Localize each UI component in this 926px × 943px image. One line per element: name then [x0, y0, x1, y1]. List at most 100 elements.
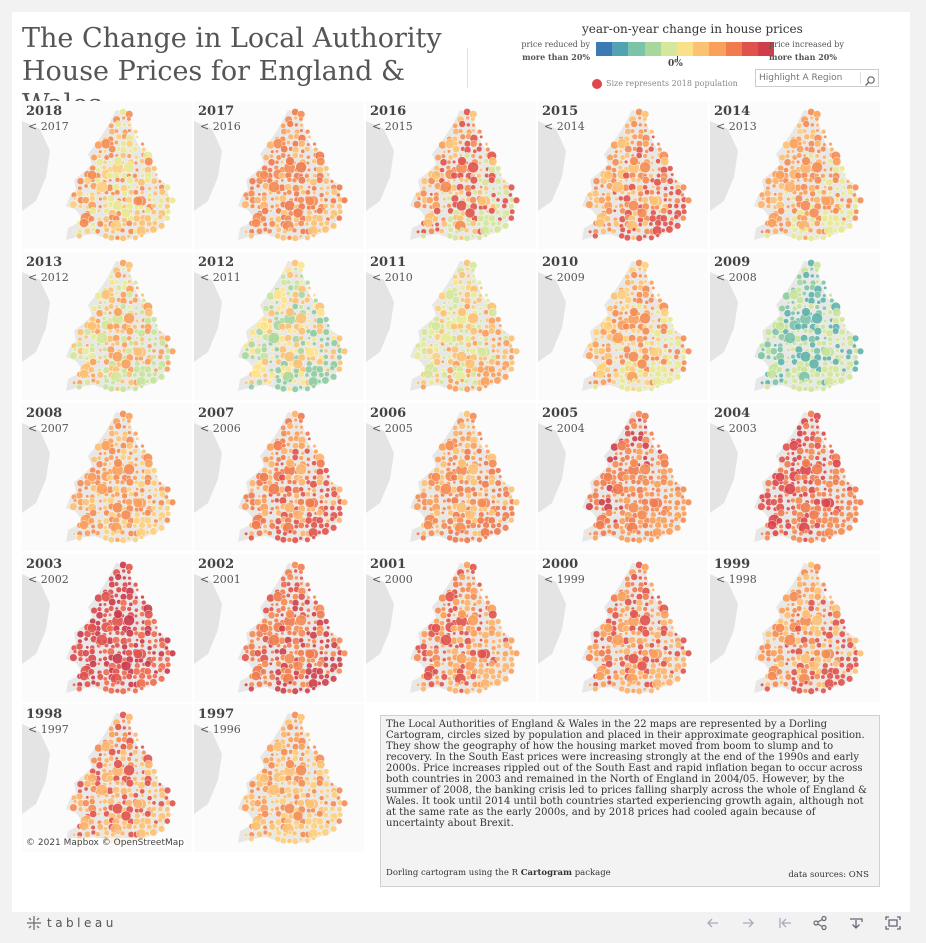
local-authority-circle[interactable] [306, 293, 311, 298]
local-authority-circle[interactable] [643, 123, 648, 128]
local-authority-circle[interactable] [285, 593, 291, 598]
local-authority-circle[interactable] [132, 296, 139, 304]
local-authority-circle[interactable] [665, 225, 674, 234]
local-authority-circle[interactable] [106, 624, 114, 633]
local-authority-circle[interactable] [285, 609, 295, 619]
local-authority-circle[interactable] [476, 598, 483, 606]
local-authority-circle[interactable] [125, 743, 134, 751]
local-authority-circle[interactable] [630, 491, 637, 498]
local-authority-circle[interactable] [297, 327, 306, 336]
local-authority-circle[interactable] [624, 631, 629, 636]
local-authority-circle[interactable] [121, 266, 126, 272]
local-authority-circle[interactable] [297, 743, 306, 751]
local-authority-circle[interactable] [329, 330, 334, 335]
local-authority-circle[interactable] [491, 337, 497, 343]
local-authority-circle[interactable] [466, 273, 471, 279]
local-authority-circle[interactable] [125, 799, 133, 807]
local-authority-circle[interactable] [471, 581, 476, 586]
local-authority-circle[interactable] [102, 383, 109, 391]
local-authority-circle[interactable] [820, 145, 827, 153]
local-authority-circle[interactable] [312, 744, 317, 750]
local-authority-circle[interactable] [420, 630, 429, 638]
local-authority-circle[interactable] [311, 487, 317, 494]
local-authority-circle[interactable] [79, 218, 89, 228]
local-authority-circle[interactable] [483, 611, 489, 618]
local-authority-circle[interactable] [132, 195, 143, 206]
local-authority-circle[interactable] [827, 535, 832, 540]
local-authority-circle[interactable] [796, 178, 801, 183]
local-authority-circle[interactable] [165, 208, 172, 215]
local-authority-circle[interactable] [463, 291, 471, 299]
local-authority-circle[interactable] [478, 469, 484, 475]
local-authority-circle[interactable] [102, 762, 108, 768]
local-authority-circle[interactable] [287, 435, 294, 442]
local-authority-circle[interactable] [765, 203, 772, 209]
local-authority-circle[interactable] [298, 184, 304, 191]
local-authority-circle[interactable] [251, 520, 261, 530]
local-authority-circle[interactable] [650, 167, 656, 173]
local-authority-circle[interactable] [420, 479, 429, 487]
local-authority-circle[interactable] [85, 343, 90, 348]
local-authority-circle[interactable] [839, 354, 845, 360]
local-authority-circle[interactable] [784, 371, 792, 379]
local-authority-circle[interactable] [802, 120, 810, 128]
local-authority-circle[interactable] [834, 645, 841, 651]
local-authority-circle[interactable] [126, 687, 131, 692]
local-authority-circle[interactable] [108, 310, 113, 315]
local-authority-circle[interactable] [102, 685, 109, 693]
local-authority-circle[interactable] [153, 788, 159, 794]
local-authority-circle[interactable] [164, 667, 171, 675]
local-authority-circle[interactable] [680, 343, 685, 349]
map-panel[interactable]: 2017 < 2016 [194, 101, 364, 249]
local-authority-circle[interactable] [322, 662, 329, 669]
local-authority-circle[interactable] [459, 227, 465, 232]
local-authority-circle[interactable] [108, 725, 115, 732]
local-authority-circle[interactable] [498, 172, 503, 177]
local-authority-circle[interactable] [307, 437, 312, 441]
local-authority-circle[interactable] [114, 479, 121, 485]
local-authority-circle[interactable] [125, 779, 134, 788]
local-authority-circle[interactable] [476, 582, 483, 588]
local-authority-circle[interactable] [309, 329, 318, 338]
local-authority-circle[interactable] [72, 196, 78, 201]
local-authority-circle[interactable] [653, 178, 662, 187]
local-authority-circle[interactable] [146, 343, 153, 349]
local-authority-circle[interactable] [630, 177, 637, 183]
local-authority-circle[interactable] [446, 648, 452, 655]
local-authority-circle[interactable] [593, 656, 600, 662]
local-authority-circle[interactable] [622, 624, 630, 633]
local-authority-circle[interactable] [650, 142, 655, 147]
local-authority-circle[interactable] [604, 648, 612, 655]
local-authority-circle[interactable] [650, 511, 657, 518]
local-authority-circle[interactable] [660, 228, 666, 233]
local-authority-circle[interactable] [479, 336, 484, 341]
local-authority-circle[interactable] [135, 588, 140, 592]
local-authority-circle[interactable] [120, 660, 132, 672]
local-authority-circle[interactable] [612, 220, 620, 228]
local-authority-circle[interactable] [498, 474, 503, 479]
local-authority-circle[interactable] [629, 307, 639, 317]
local-authority-circle[interactable] [757, 502, 766, 511]
local-authority-circle[interactable] [809, 417, 814, 423]
local-authority-circle[interactable] [635, 378, 642, 385]
local-authority-circle[interactable] [137, 631, 146, 640]
local-authority-circle[interactable] [336, 354, 343, 361]
local-authority-circle[interactable] [295, 614, 307, 627]
local-authority-circle[interactable] [330, 641, 339, 649]
local-authority-circle[interactable] [257, 343, 262, 348]
cartogram-map[interactable] [194, 101, 364, 249]
local-authority-circle[interactable] [76, 383, 83, 391]
local-authority-circle[interactable] [132, 173, 138, 179]
local-authority-circle[interactable] [330, 339, 339, 347]
local-authority-circle[interactable] [292, 207, 304, 219]
local-authority-circle[interactable] [796, 310, 801, 315]
local-authority-circle[interactable] [452, 454, 459, 461]
local-authority-circle[interactable] [476, 475, 482, 481]
local-authority-circle[interactable] [150, 328, 158, 336]
local-authority-circle[interactable] [668, 341, 674, 347]
local-authority-circle[interactable] [663, 337, 669, 343]
local-authority-circle[interactable] [83, 183, 89, 189]
local-authority-circle[interactable] [469, 371, 477, 378]
local-authority-circle[interactable] [440, 483, 452, 495]
local-authority-circle[interactable] [297, 522, 305, 529]
